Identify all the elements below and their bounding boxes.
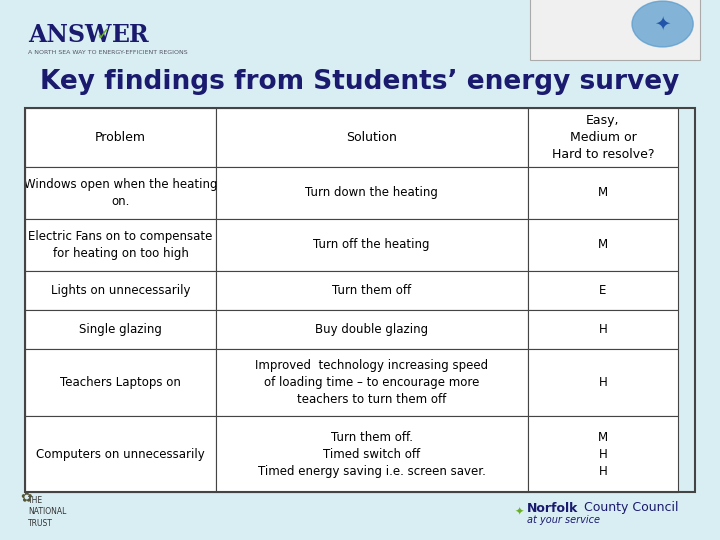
Text: Turn off the heating: Turn off the heating <box>313 238 430 251</box>
Bar <box>25 108 695 492</box>
Text: Lights on unnecessarily: Lights on unnecessarily <box>50 284 190 297</box>
Bar <box>25 108 216 166</box>
Bar <box>216 349 528 416</box>
Text: at your service: at your service <box>527 515 600 525</box>
Bar <box>528 271 678 310</box>
Bar <box>528 310 678 349</box>
Bar <box>25 271 216 310</box>
Bar <box>216 310 528 349</box>
Text: M
H
H: M H H <box>598 430 608 477</box>
Bar <box>25 166 216 219</box>
Text: Norfolk: Norfolk <box>527 502 578 515</box>
Text: H: H <box>598 323 607 336</box>
Text: H: H <box>598 376 607 389</box>
Text: Windows open when the heating
on.: Windows open when the heating on. <box>24 178 217 207</box>
FancyBboxPatch shape <box>530 0 700 60</box>
Text: ✿: ✿ <box>20 490 32 504</box>
Text: Easy,
Medium or
Hard to resolve?: Easy, Medium or Hard to resolve? <box>552 114 654 161</box>
Text: Computers on unnecessarily: Computers on unnecessarily <box>36 448 205 461</box>
Text: ✓: ✓ <box>95 26 110 44</box>
Text: ✦: ✦ <box>515 507 524 517</box>
Bar <box>528 416 678 492</box>
Text: North Sea Region: North Sea Region <box>552 14 628 23</box>
Text: M: M <box>598 238 608 251</box>
Text: Solution: Solution <box>346 131 397 144</box>
Text: Problem: Problem <box>95 131 146 144</box>
Bar <box>216 108 528 166</box>
Bar <box>528 349 678 416</box>
Bar <box>216 166 528 219</box>
Text: County Council: County Council <box>580 502 678 515</box>
Text: M: M <box>598 186 608 199</box>
Text: Teachers Laptops on: Teachers Laptops on <box>60 376 181 389</box>
Bar <box>25 219 216 271</box>
Text: E: E <box>599 284 606 297</box>
Text: Turn them off.
Timed switch off
Timed energy saving i.e. screen saver.: Turn them off. Timed switch off Timed en… <box>258 430 486 477</box>
Text: Programme: Programme <box>564 24 615 33</box>
Bar <box>216 416 528 492</box>
Bar <box>528 219 678 271</box>
Text: A NORTH SEA WAY TO ENERGY-EFFICIENT REGIONS: A NORTH SEA WAY TO ENERGY-EFFICIENT REGI… <box>28 50 188 55</box>
Bar <box>25 416 216 492</box>
Bar <box>528 166 678 219</box>
Text: Improved  technology increasing speed
of loading time – to encourage more
teache: Improved technology increasing speed of … <box>255 359 488 406</box>
Text: Turn them off: Turn them off <box>332 284 411 297</box>
Text: ✦: ✦ <box>654 15 671 33</box>
Bar <box>216 219 528 271</box>
Text: Buy double glazing: Buy double glazing <box>315 323 428 336</box>
Text: Single glazing: Single glazing <box>79 323 162 336</box>
Text: ER: ER <box>112 23 150 47</box>
Text: Key findings from Students’ energy survey: Key findings from Students’ energy surve… <box>40 69 680 95</box>
Text: The Interreg IVB: The Interreg IVB <box>554 2 625 10</box>
Bar <box>25 349 216 416</box>
Text: Electric Fans on to compensate
for heating on too high: Electric Fans on to compensate for heati… <box>28 230 212 260</box>
Text: working together
for innovation and competitiveness: working together for innovation and comp… <box>546 38 633 49</box>
Circle shape <box>632 1 693 47</box>
Text: ANSW: ANSW <box>28 23 112 47</box>
Text: Turn down the heating: Turn down the heating <box>305 186 438 199</box>
Bar <box>25 310 216 349</box>
Bar <box>216 271 528 310</box>
Text: THE
NATIONAL
TRUST: THE NATIONAL TRUST <box>28 496 66 528</box>
Bar <box>528 108 678 166</box>
